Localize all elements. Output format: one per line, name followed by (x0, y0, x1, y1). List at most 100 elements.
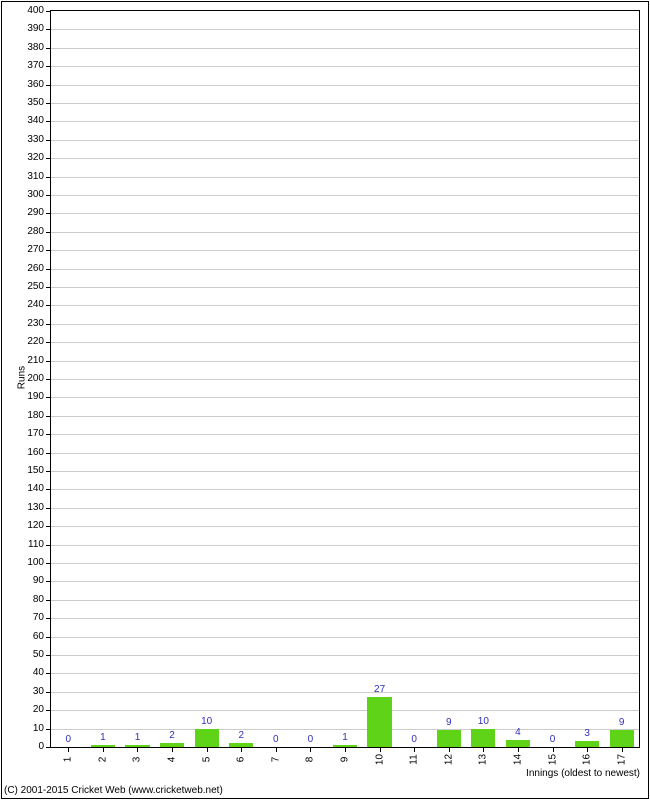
gridline (51, 637, 639, 638)
gridline (51, 618, 639, 619)
y-tick-label: 30 (16, 686, 44, 697)
x-tick-label: 17 (616, 750, 627, 770)
bar (333, 745, 357, 747)
y-tick (46, 177, 50, 178)
bar-value-label: 0 (295, 734, 325, 745)
y-tick (46, 747, 50, 748)
x-tick-label: 9 (340, 750, 351, 770)
gridline (51, 29, 639, 30)
y-tick (46, 655, 50, 656)
gridline (51, 471, 639, 472)
x-tick-label: 1 (63, 750, 74, 770)
gridline (51, 710, 639, 711)
x-tick-label: 15 (547, 750, 558, 770)
y-tick-label: 40 (16, 667, 44, 678)
x-tick (172, 748, 173, 752)
y-tick-label: 150 (16, 465, 44, 476)
y-tick-label: 280 (16, 226, 44, 237)
gridline (51, 195, 639, 196)
y-tick (46, 305, 50, 306)
bar-value-label: 10 (468, 716, 498, 727)
bar-value-label: 0 (53, 734, 83, 745)
y-tick-label: 400 (16, 5, 44, 16)
gridline (51, 305, 639, 306)
bar-value-label: 0 (399, 734, 429, 745)
x-tick-label: 12 (443, 750, 454, 770)
bar (91, 745, 115, 747)
y-tick (46, 729, 50, 730)
gridline (51, 489, 639, 490)
bar (367, 697, 391, 747)
y-tick-label: 230 (16, 318, 44, 329)
y-tick (46, 250, 50, 251)
x-tick-label: 3 (132, 750, 143, 770)
gridline (51, 729, 639, 730)
y-tick (46, 29, 50, 30)
gridline (51, 655, 639, 656)
bar-value-label: 0 (538, 734, 568, 745)
gridline (51, 692, 639, 693)
x-tick-label: 16 (582, 750, 593, 770)
gridline (51, 158, 639, 159)
x-tick (414, 748, 415, 752)
y-tick (46, 471, 50, 472)
y-tick-label: 120 (16, 520, 44, 531)
y-tick-label: 20 (16, 704, 44, 715)
bar (437, 730, 461, 747)
gridline (51, 103, 639, 104)
gridline (51, 213, 639, 214)
y-tick (46, 48, 50, 49)
gridline (51, 434, 639, 435)
bar-value-label: 9 (607, 717, 637, 728)
x-tick-label: 11 (409, 750, 420, 770)
y-tick-label: 310 (16, 171, 44, 182)
gridline (51, 453, 639, 454)
x-tick (345, 748, 346, 752)
gridline (51, 397, 639, 398)
y-tick-label: 380 (16, 42, 44, 53)
y-tick (46, 563, 50, 564)
x-tick-label: 4 (167, 750, 178, 770)
bar-value-label: 1 (122, 732, 152, 743)
bar-value-label: 0 (261, 734, 291, 745)
y-tick-label: 320 (16, 152, 44, 163)
y-tick-label: 60 (16, 631, 44, 642)
gridline (51, 177, 639, 178)
y-tick (46, 434, 50, 435)
y-tick-label: 290 (16, 207, 44, 218)
gridline (51, 324, 639, 325)
x-tick-label: 7 (270, 750, 281, 770)
y-tick (46, 526, 50, 527)
bar-value-label: 1 (330, 732, 360, 743)
bar (125, 745, 149, 747)
x-tick-label: 5 (201, 750, 212, 770)
y-tick-label: 110 (16, 539, 44, 550)
y-tick (46, 489, 50, 490)
gridline (51, 416, 639, 417)
y-tick-label: 170 (16, 428, 44, 439)
y-tick-label: 300 (16, 189, 44, 200)
y-tick (46, 581, 50, 582)
x-tick (276, 748, 277, 752)
gridline (51, 361, 639, 362)
x-tick (587, 748, 588, 752)
y-tick (46, 195, 50, 196)
y-tick-label: 90 (16, 575, 44, 586)
y-tick-label: 240 (16, 299, 44, 310)
y-tick-label: 180 (16, 410, 44, 421)
y-tick-label: 50 (16, 649, 44, 660)
x-tick-label: 8 (305, 750, 316, 770)
gridline (51, 342, 639, 343)
y-tick-label: 340 (16, 115, 44, 126)
x-tick (449, 748, 450, 752)
chart-container: 0102030405060708090100110120130140150160… (0, 0, 650, 800)
y-tick (46, 453, 50, 454)
y-tick (46, 637, 50, 638)
gridline (51, 600, 639, 601)
y-tick-label: 70 (16, 612, 44, 623)
copyright-text: (C) 2001-2015 Cricket Web (www.cricketwe… (4, 785, 223, 796)
x-tick (207, 748, 208, 752)
gridline (51, 140, 639, 141)
y-tick (46, 85, 50, 86)
y-tick-label: 0 (16, 741, 44, 752)
